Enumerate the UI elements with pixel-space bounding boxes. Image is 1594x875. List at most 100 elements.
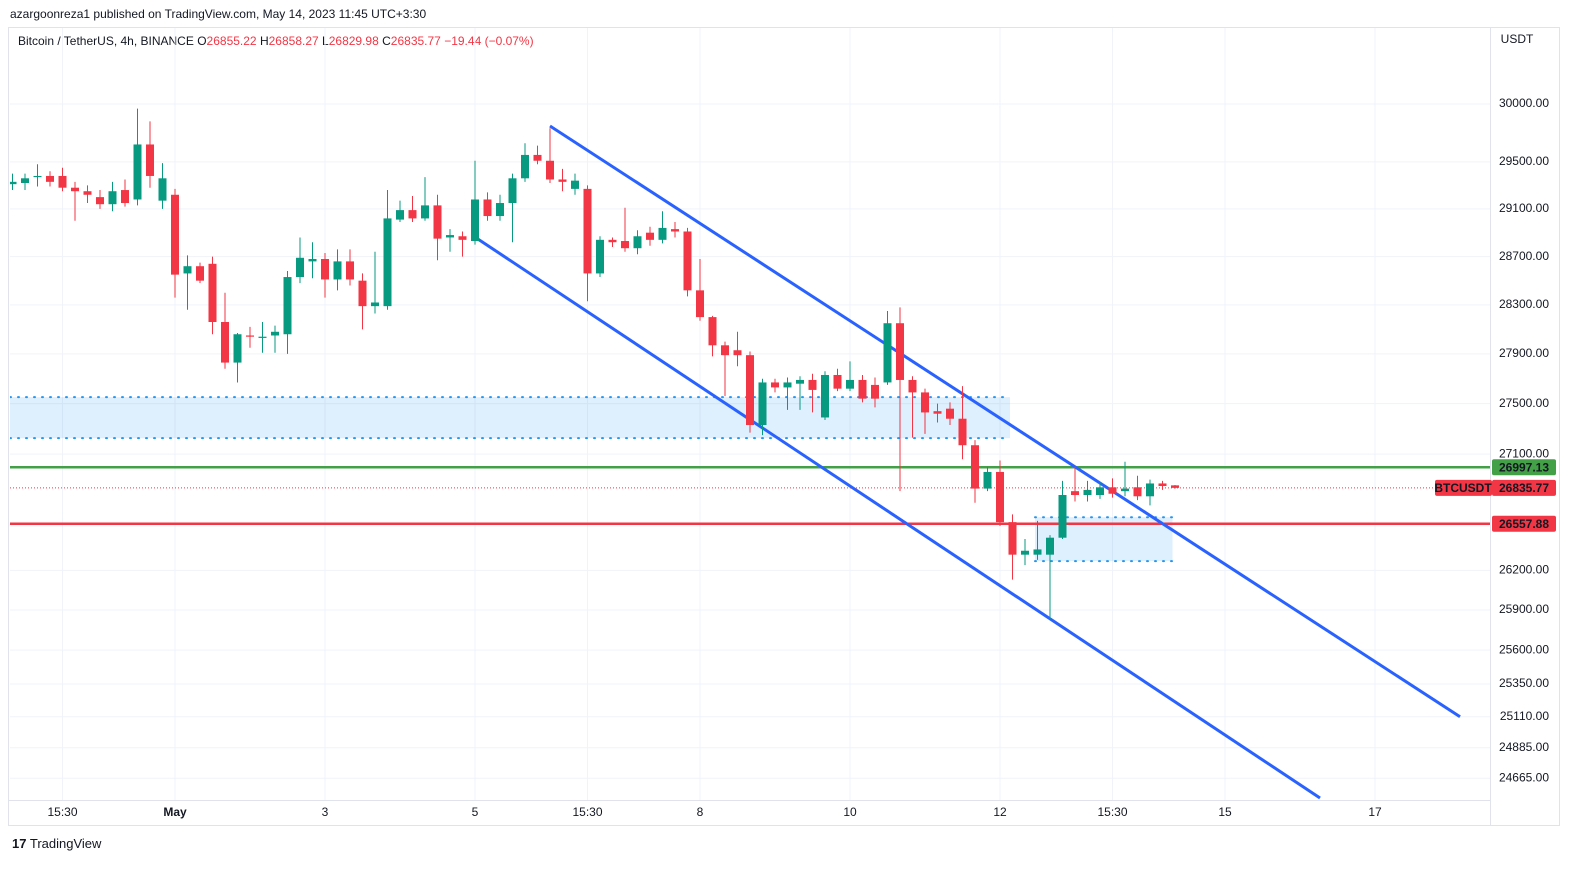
l-value: 26829.98	[328, 34, 379, 48]
body	[583, 188, 592, 274]
body	[233, 334, 242, 363]
price-tag-label: 26835.77	[1499, 481, 1549, 495]
body	[421, 205, 429, 219]
body	[933, 411, 942, 414]
body	[333, 261, 342, 280]
price-tag	[1492, 459, 1556, 476]
body	[883, 323, 892, 383]
candles	[10, 108, 1179, 620]
body	[1171, 485, 1179, 488]
price-tag-label: 26557.88	[1499, 517, 1549, 531]
body	[496, 203, 504, 217]
body	[258, 336, 267, 338]
body	[208, 263, 217, 322]
body	[458, 236, 467, 240]
body	[446, 235, 454, 238]
body	[271, 331, 279, 336]
body	[708, 317, 717, 346]
x-tick-label: 15	[1218, 805, 1232, 819]
y-tick-label: 29500.00	[1499, 154, 1549, 168]
body	[746, 355, 754, 426]
y-tick-label: 25600.00	[1499, 642, 1549, 656]
body	[408, 210, 417, 219]
x-tick-label: May	[163, 805, 187, 819]
body	[196, 266, 204, 281]
y-tick-label: 27100.00	[1499, 446, 1549, 460]
body	[871, 384, 879, 399]
body	[1071, 491, 1079, 496]
drawings	[10, 124, 1490, 800]
body	[10, 181, 17, 185]
price-tag	[1492, 479, 1556, 496]
y-tick-label: 25900.00	[1499, 602, 1549, 616]
symbol: Bitcoin / TetherUS, 4h, BINANCE	[18, 34, 194, 48]
body	[733, 350, 742, 356]
body	[96, 197, 104, 205]
body	[296, 257, 304, 278]
body	[146, 144, 154, 176]
body	[21, 178, 29, 184]
body	[521, 154, 529, 179]
frame	[8, 27, 1560, 826]
body	[971, 445, 979, 489]
body	[183, 266, 192, 274]
y-tick-label: 27500.00	[1499, 396, 1549, 410]
price-tag-label: 26997.13	[1499, 460, 1549, 474]
body	[321, 258, 329, 280]
body	[758, 382, 767, 426]
logo: 17	[12, 836, 27, 851]
body	[633, 236, 642, 249]
body	[58, 175, 67, 188]
body	[996, 471, 1004, 523]
x-tick-label: 15:30	[47, 805, 77, 819]
grid	[10, 28, 1490, 800]
h-value: 26858.27	[268, 34, 319, 48]
body	[696, 290, 704, 318]
body	[1021, 550, 1029, 555]
y-tick-label: 25110.00	[1500, 709, 1549, 723]
x-tick-label: 15:30	[572, 805, 602, 819]
body	[846, 379, 854, 389]
o-value: 26855.22	[206, 34, 257, 48]
body	[1096, 487, 1104, 496]
body	[958, 418, 967, 446]
body	[946, 408, 954, 419]
y-tick-label: 28300.00	[1499, 297, 1549, 311]
body	[33, 175, 42, 178]
body	[171, 194, 179, 275]
c-value: 26835.77	[390, 34, 441, 48]
body	[858, 379, 867, 399]
body	[571, 180, 579, 189]
body	[1008, 522, 1017, 555]
body	[383, 218, 392, 307]
body	[658, 227, 667, 240]
body	[783, 382, 792, 388]
x-tick-label: 5	[472, 805, 479, 819]
body	[608, 239, 617, 243]
y-tick-label: 27900.00	[1499, 346, 1549, 360]
body	[71, 187, 79, 192]
x-tick-label: 10	[843, 805, 857, 819]
h-label: H	[259, 34, 269, 48]
plot-area	[10, 28, 1490, 800]
price-tag	[1492, 515, 1556, 532]
y-tick-label: 30000.00	[1499, 96, 1549, 110]
symbol-tag: BTCUSDT	[1434, 481, 1492, 495]
body	[396, 210, 404, 220]
y-tick-label: 25350.00	[1499, 676, 1549, 690]
x-tick-label: 8	[697, 805, 704, 819]
body	[646, 232, 654, 240]
x-tick-label: 17	[1368, 805, 1382, 819]
y-tick-label: 24885.00	[1499, 740, 1549, 754]
body	[133, 144, 142, 200]
body	[158, 178, 167, 201]
x-tick-label: 3	[322, 805, 329, 819]
body	[221, 321, 229, 363]
footer-text: TradingView	[29, 836, 102, 851]
body	[283, 277, 292, 335]
body	[983, 471, 992, 489]
trend-line	[549, 124, 1461, 718]
body	[346, 261, 354, 280]
